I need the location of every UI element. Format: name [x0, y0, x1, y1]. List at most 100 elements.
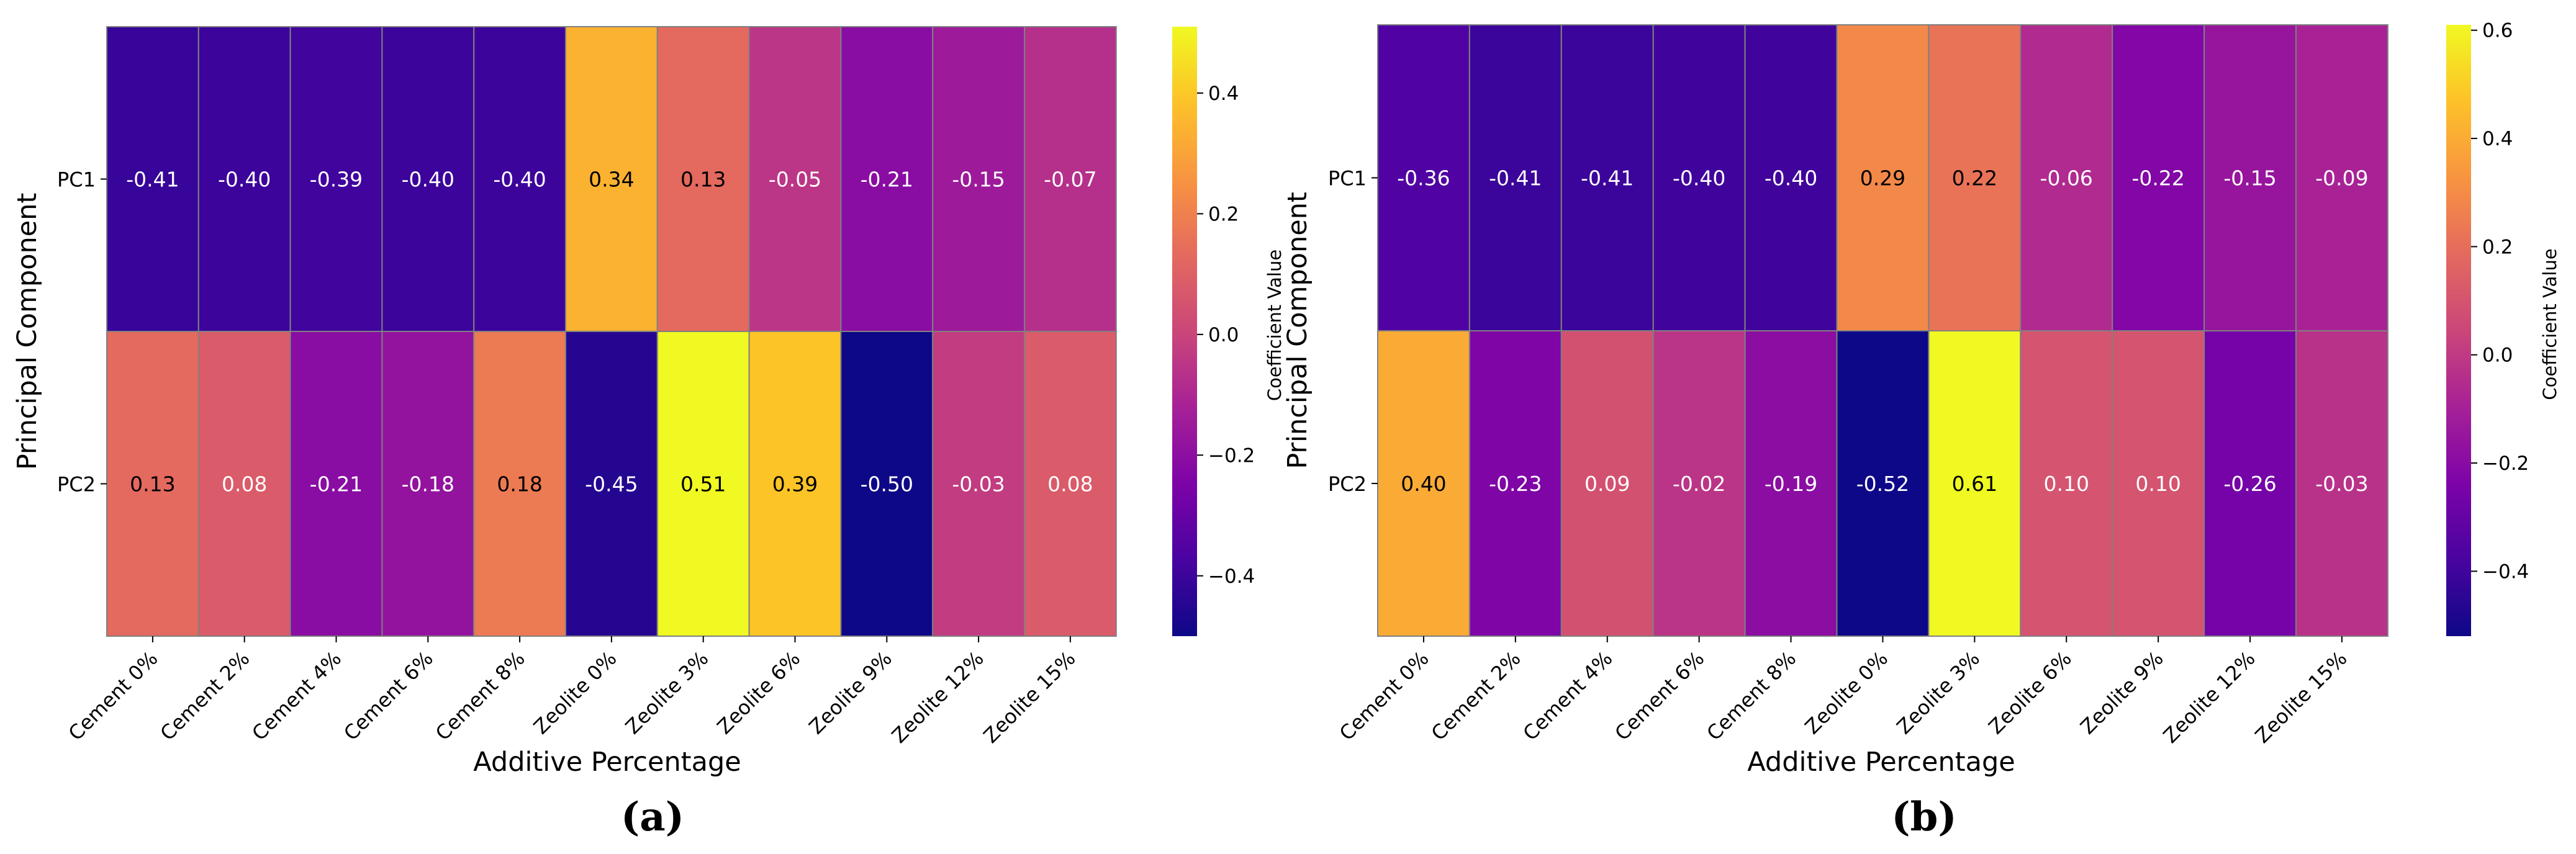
cell-value-label: 0.39: [772, 472, 818, 497]
cell-value-label: 0.10: [2135, 472, 2181, 496]
cell-value-label: 0.61: [1952, 472, 1997, 496]
x-tick-label: Zeolite 3%: [621, 647, 713, 739]
cell-value-label: 0.51: [680, 472, 726, 497]
colorbar-tick-label: 0.6: [2482, 20, 2513, 42]
x-tick-label: Cement 0%: [64, 647, 163, 745]
cell-value-label: -0.06: [2040, 166, 2093, 191]
colorbar-title: Coefficient Value: [2539, 248, 2560, 400]
cell-value-label: -0.40: [402, 168, 454, 192]
cell-value-label: -0.21: [861, 168, 913, 192]
heatmap-cell-pc2-col-9: [2112, 330, 2205, 637]
heatmap-cell-pc2-col-4: [1652, 330, 1746, 637]
y-axis-title: Principal Component: [1282, 192, 1313, 469]
heatmap-cell-pc1-col-11: [2295, 24, 2388, 331]
x-tick-label: Cement 4%: [1519, 647, 1617, 745]
x-tick-label: Zeolite 6%: [1984, 647, 2076, 739]
y-tick-label-pc2: PC2: [57, 473, 96, 497]
heatmap-cell-pc2-col-11: [2295, 330, 2388, 637]
heatmap-cell-pc1-col-2: [1468, 24, 1562, 331]
heatmap-cell-pc1-col-7: [1928, 24, 2022, 331]
heatmap-cell-pc2-col-3: [289, 331, 383, 637]
x-axis-title: Additive Percentage: [1747, 747, 2015, 778]
cell-value-label: 0.10: [2044, 472, 2089, 496]
heatmap-cell-pc2-col-8: [2020, 330, 2113, 637]
colorbar-tick-label: 0.2: [2482, 236, 2513, 258]
cell-value-label: -0.15: [952, 168, 1005, 192]
cell-value-label: -0.19: [1765, 472, 1817, 496]
heatmap-cell-pc1-col-3: [289, 26, 383, 332]
cell-value-label: -0.52: [1856, 472, 1909, 496]
x-tick-label: Cement 4%: [247, 647, 346, 745]
colorbar-tick-label: −0.2: [1208, 444, 1255, 467]
y-tick-label-pc1: PC1: [57, 168, 96, 192]
cell-value-label: -0.22: [2131, 166, 2184, 191]
heatmap-cell-pc2-col-2: [197, 331, 291, 637]
heatmap-cell-pc1-col-5: [473, 26, 567, 332]
cell-value-label: -0.41: [1581, 166, 1634, 191]
heatmap-cell-pc2-col-11: [1024, 331, 1117, 637]
x-tick-label: Cement 0%: [1335, 647, 1434, 745]
cell-value-label: -0.23: [1489, 472, 1542, 496]
colorbar-tick-label: 0.2: [1208, 203, 1239, 225]
x-tick-label: Cement 2%: [1427, 647, 1525, 745]
cell-value-label: 0.13: [680, 168, 726, 192]
heatmap-cell-pc1-col-2: [197, 26, 291, 332]
heatmap-cell-pc2-col-4: [381, 331, 475, 637]
x-tick-label: Zeolite 15%: [2251, 647, 2352, 748]
cell-value-label: -0.40: [1673, 166, 1725, 191]
cell-value-label: -0.21: [310, 472, 363, 497]
cell-value-label: 0.22: [1952, 166, 1997, 191]
cell-value-label: 0.34: [589, 168, 634, 192]
cell-value-label: 0.09: [1584, 472, 1630, 496]
cell-value-label: -0.40: [218, 168, 271, 192]
colorbar-tick-label: 0.4: [1208, 83, 1239, 105]
panel-label-a: (a): [621, 794, 684, 840]
heatmap-cell-pc1-col-4: [1652, 24, 1746, 331]
colorbar-tick-label: −0.4: [1208, 565, 1255, 588]
cell-value-label: -0.40: [1765, 166, 1817, 191]
colorbar-tick-label: 0.0: [2482, 344, 2513, 367]
cell-value-label: -0.18: [402, 472, 454, 497]
cell-value-label: -0.40: [493, 168, 546, 192]
cell-value-label: -0.50: [861, 472, 913, 497]
colorbar-tick-label: 0.0: [1208, 324, 1239, 346]
heatmap-cell-pc1-col-10: [2203, 24, 2297, 331]
cell-value-label: -0.03: [952, 472, 1005, 497]
heatmap-cell-pc1-col-4: [381, 26, 475, 332]
colorbar-tick-label: −0.4: [2482, 560, 2529, 583]
cell-value-label: -0.45: [585, 472, 638, 497]
heatmap-cell-pc2-col-9: [840, 331, 934, 637]
cell-value-label: -0.26: [2223, 472, 2276, 496]
cell-value-label: -0.07: [1044, 168, 1096, 192]
x-tick-label: Cement 6%: [1610, 647, 1709, 745]
colorbar: [2446, 25, 2471, 636]
cell-value-label: -0.36: [1397, 166, 1450, 191]
x-tick-label: Zeolite 12%: [887, 647, 988, 748]
heatmap-panel-a: -0.41 -0.40 -0.39 -0.40 -0.40 0.34 0.13 -0.05 -0…: [12, 26, 1285, 840]
heatmap-cell-pc1-col-6: [565, 26, 658, 332]
cell-value-label: -0.41: [126, 168, 179, 192]
heatmap-cell-pc1-col-8: [2020, 24, 2113, 331]
cell-value-label: -0.05: [769, 168, 821, 192]
x-tick-label: Zeolite 9%: [804, 647, 897, 739]
colorbar-tick-label: 0.4: [2482, 128, 2513, 150]
x-tick-label: Zeolite 0%: [1801, 647, 1893, 739]
x-tick-label: Cement 8%: [431, 647, 530, 745]
colorbar-tick-label: −0.2: [2482, 452, 2529, 475]
heatmap-cell-pc1-col-11: [1024, 26, 1117, 332]
x-tick-label: Zeolite 6%: [713, 647, 805, 739]
heatmap-cell-pc2-col-3: [1560, 330, 1654, 637]
heatmap-cell-pc2-col-7: [656, 331, 750, 637]
x-tick-label: Zeolite 12%: [2159, 647, 2260, 748]
heatmap-cell-pc1-col-10: [932, 26, 1025, 332]
y-tick-label-pc1: PC1: [1328, 167, 1367, 191]
x-tick-label: Cement 8%: [1702, 647, 1801, 745]
cell-value-label: -0.09: [2315, 166, 2368, 191]
heatmap-cell-pc2-col-10: [932, 331, 1025, 637]
heatmap-cell-pc2-col-2: [1468, 330, 1562, 637]
x-tick-label: Zeolite 0%: [529, 647, 621, 739]
cell-value-label: 0.29: [1860, 166, 1905, 191]
cell-value-label: -0.15: [2223, 166, 2276, 191]
heatmap-cell-pc2-col-5: [473, 331, 567, 637]
